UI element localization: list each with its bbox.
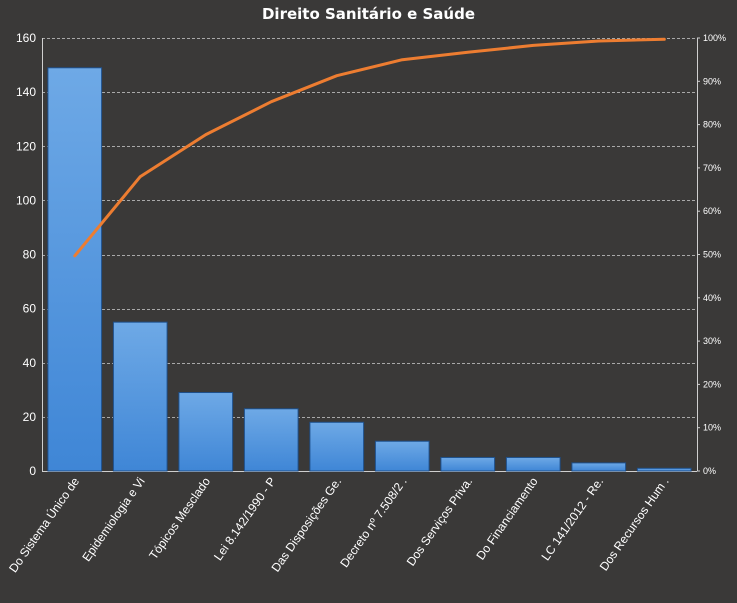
bar — [440, 456, 496, 472]
bar — [178, 392, 234, 472]
y-right-tick-label: 90% — [703, 76, 721, 86]
bar — [47, 67, 103, 472]
x-tick-label: Das Disposições Ge. — [268, 475, 344, 575]
y-right-tick-label: 10% — [703, 423, 721, 433]
y-right-tick-label: 50% — [703, 250, 721, 260]
bar — [505, 456, 561, 472]
x-tick-label: Dos Recursos Hum . — [597, 475, 672, 574]
bar — [374, 440, 430, 472]
y-right-tick-label: 80% — [703, 120, 721, 130]
y-left-tick-label: 120 — [16, 139, 36, 153]
cumulative-line — [73, 37, 666, 258]
x-tick-label: Decreto nº 7.508/2 . — [337, 475, 410, 570]
x-tick-label: Dos Serviços Priva. — [404, 475, 476, 569]
x-tick-label: Tópicos Mesclado — [146, 474, 213, 562]
y-left-tick-label: 80 — [23, 248, 37, 262]
y-right-tick-label: 100% — [703, 33, 726, 43]
x-tick-label: Lei 8.142/1990 - P — [211, 475, 279, 563]
y-left-tick-label: 160 — [16, 31, 36, 45]
y-right-tick-label: 40% — [703, 293, 721, 303]
y-left-tick-label: 20 — [23, 410, 37, 424]
y-right-tick-label: 70% — [703, 163, 721, 173]
y-right-tick-label: 0% — [703, 466, 716, 476]
x-tick-label: Do Sistema Único de — [5, 474, 82, 575]
x-tick-label: Do Financiamento — [473, 474, 541, 562]
y-left-tick-label: 0 — [29, 464, 36, 478]
bar — [112, 321, 168, 472]
y-left-tick-label: 60 — [23, 302, 37, 316]
chart-title: Direito Sanitário e Saúde — [261, 5, 476, 23]
y-left-tick-label: 40 — [23, 356, 37, 370]
bar — [309, 421, 365, 472]
y-left-tick-label: 100 — [16, 193, 36, 207]
y-left-tick-label: 140 — [16, 85, 36, 99]
y-right-tick-label: 30% — [703, 336, 721, 346]
y-right-tick-label: 20% — [703, 379, 721, 389]
x-tick-label: LC 141/2012 - Re. — [538, 475, 606, 563]
y-right-tick-label: 60% — [703, 206, 721, 216]
bar — [243, 408, 299, 472]
x-tick-label: Epidemiologia e Vi — [79, 475, 147, 564]
bar — [636, 467, 692, 472]
bar — [571, 462, 627, 472]
